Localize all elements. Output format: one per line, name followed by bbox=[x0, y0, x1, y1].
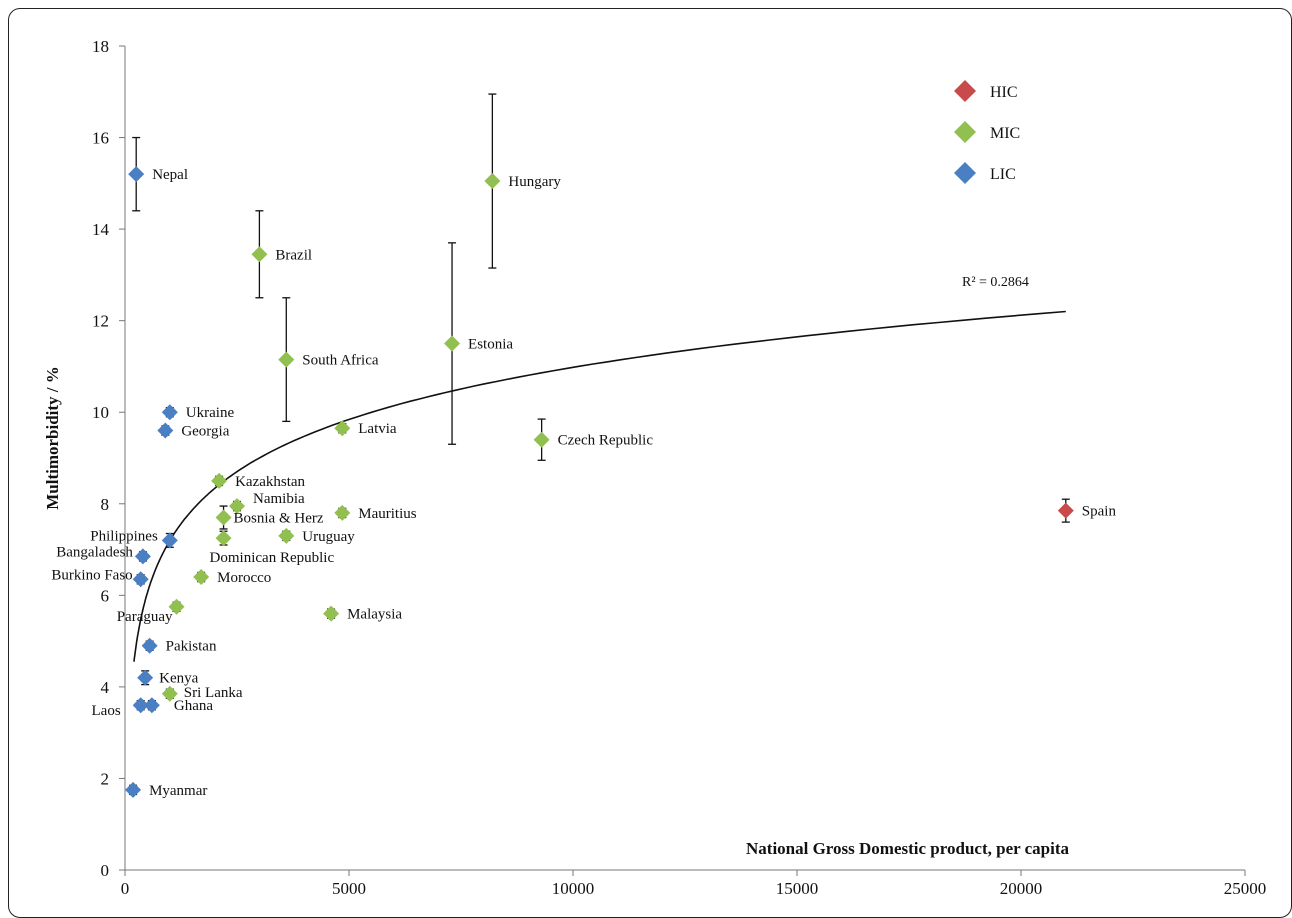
point-latvia bbox=[334, 420, 351, 437]
point-nepal bbox=[128, 166, 145, 183]
point-spain bbox=[1057, 502, 1074, 519]
legend-marker-mic bbox=[954, 121, 976, 143]
point-laos bbox=[132, 697, 149, 714]
label-brazil: Brazil bbox=[275, 247, 312, 263]
point-sri-lanka bbox=[161, 685, 178, 702]
y-tick-label: 14 bbox=[92, 220, 110, 239]
axes: 0 2 4 6 8 10 12 14 16 18 0 5000 10000 15000 20000 25000 bbox=[92, 37, 1266, 898]
x-tick-label: 0 bbox=[121, 879, 130, 898]
y-tick-label: 10 bbox=[92, 403, 109, 422]
point-mauritius bbox=[334, 504, 351, 521]
x-tick-label: 5000 bbox=[332, 879, 366, 898]
y-tick-label: 4 bbox=[101, 678, 110, 697]
label-nepal: Nepal bbox=[152, 167, 188, 183]
label-morocco: Morocco bbox=[217, 570, 271, 586]
label-hungary: Hungary bbox=[508, 174, 561, 190]
point-philippines bbox=[161, 532, 178, 549]
legend-label-mic: MIC bbox=[990, 125, 1020, 142]
legend-label-lic: LIC bbox=[990, 166, 1016, 183]
point-morocco bbox=[193, 569, 210, 586]
point-uruguay bbox=[278, 527, 295, 544]
y-tick-label: 2 bbox=[101, 769, 110, 788]
label-georgia: Georgia bbox=[181, 424, 229, 440]
y-tick-label: 6 bbox=[101, 586, 110, 605]
x-tick-label: 25000 bbox=[1224, 879, 1267, 898]
y-axis-title: Multimorbidity / % bbox=[43, 366, 62, 510]
label-uruguay: Uruguay bbox=[302, 529, 355, 545]
point-georgia bbox=[157, 422, 174, 439]
label-paraguay: Paraguay bbox=[117, 609, 173, 625]
label-dominican-republic: Dominican Republic bbox=[210, 550, 335, 566]
point-namibia bbox=[229, 498, 245, 515]
point-kazakhstan bbox=[211, 472, 228, 489]
legend-marker-lic bbox=[954, 162, 976, 184]
label-estonia: Estonia bbox=[468, 337, 513, 353]
label-south-africa: South Africa bbox=[302, 353, 379, 369]
x-tick-label: 15000 bbox=[776, 879, 819, 898]
legend: HIC MIC LIC bbox=[954, 80, 1020, 184]
r-squared-label: R² = 0.2864 bbox=[962, 275, 1029, 290]
label-spain: Spain bbox=[1082, 504, 1117, 520]
label-kenya: Kenya bbox=[159, 671, 198, 687]
point-hungary bbox=[484, 173, 501, 190]
y-tick-label: 16 bbox=[92, 129, 109, 148]
y-tick-label: 12 bbox=[92, 312, 109, 331]
point-myanmar bbox=[125, 781, 142, 798]
label-laos: Laos bbox=[92, 703, 121, 719]
point-estonia bbox=[444, 335, 461, 352]
label-sri-lanka: Sri Lanka bbox=[184, 685, 243, 701]
legend-marker-hic bbox=[954, 80, 976, 102]
label-bangaladesh: Bangaladesh bbox=[56, 544, 133, 560]
label-ghana: Ghana bbox=[174, 698, 213, 714]
point-paraguay bbox=[168, 598, 185, 615]
y-tick-label: 0 bbox=[101, 861, 110, 880]
y-tick-label: 8 bbox=[101, 495, 110, 514]
label-mauritius: Mauritius bbox=[358, 506, 416, 522]
point-dominican-republic bbox=[215, 530, 232, 547]
label-philippines: Philippines bbox=[90, 528, 158, 544]
point-brazil bbox=[251, 246, 268, 263]
point-malaysia bbox=[323, 605, 340, 622]
point-ghana bbox=[143, 697, 160, 714]
legend-label-hic: HIC bbox=[990, 84, 1018, 101]
label-czech-republic: Czech Republic bbox=[558, 433, 654, 449]
label-pakistan: Pakistan bbox=[166, 639, 217, 655]
label-kazakhstan: Kazakhstan bbox=[235, 474, 305, 490]
x-tick-label: 20000 bbox=[1000, 879, 1043, 898]
point-pakistan bbox=[141, 637, 158, 654]
label-burkino-faso: Burkino Faso bbox=[51, 567, 132, 583]
x-axis-title: National Gross Domestic product, per cap… bbox=[746, 839, 1069, 858]
data-points bbox=[125, 93, 1074, 798]
point-czech-republic bbox=[533, 431, 550, 448]
point-bosnia-herz bbox=[215, 509, 232, 526]
point-burkino-faso bbox=[132, 571, 149, 588]
point-south-africa bbox=[278, 351, 295, 368]
label-malaysia: Malaysia bbox=[347, 607, 402, 623]
y-tick-label: 18 bbox=[92, 37, 109, 56]
point-kenya bbox=[137, 669, 154, 686]
x-tick-label: 10000 bbox=[552, 879, 595, 898]
point-bangaladesh bbox=[134, 548, 151, 565]
label-latvia: Latvia bbox=[358, 421, 397, 437]
label-namibia: Namibia bbox=[253, 491, 305, 507]
label-ukraine: Ukraine bbox=[186, 405, 235, 421]
point-labels: Spain Hungary Brazil Estonia South Africa Lat… bbox=[51, 167, 1116, 799]
point-ukraine bbox=[161, 404, 178, 421]
label-myanmar: Myanmar bbox=[149, 783, 207, 799]
label-bosnia-herz: Bosnia & Herz bbox=[234, 511, 324, 527]
